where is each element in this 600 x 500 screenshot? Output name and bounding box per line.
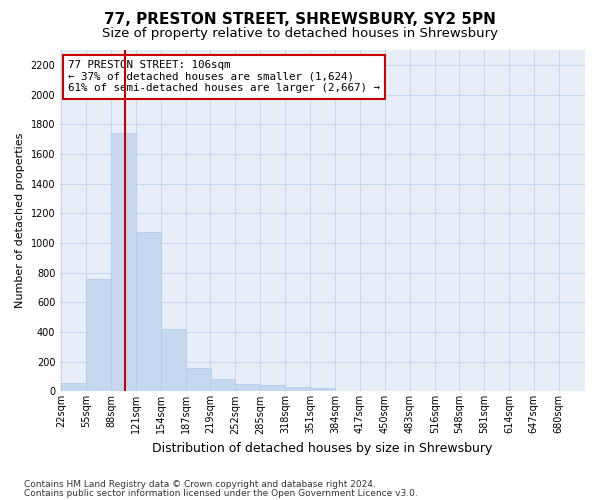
Bar <box>235 384 260 392</box>
Text: Contains HM Land Registry data © Crown copyright and database right 2024.: Contains HM Land Registry data © Crown c… <box>24 480 376 489</box>
Bar <box>186 368 211 392</box>
Text: 77, PRESTON STREET, SHREWSBURY, SY2 5PN: 77, PRESTON STREET, SHREWSBURY, SY2 5PN <box>104 12 496 28</box>
Text: Contains public sector information licensed under the Open Government Licence v3: Contains public sector information licen… <box>24 490 418 498</box>
Bar <box>285 387 310 392</box>
Text: Size of property relative to detached houses in Shrewsbury: Size of property relative to detached ho… <box>102 28 498 40</box>
Y-axis label: Number of detached properties: Number of detached properties <box>15 133 25 308</box>
Bar <box>260 384 285 392</box>
Bar <box>136 232 161 392</box>
Text: 77 PRESTON STREET: 106sqm
← 37% of detached houses are smaller (1,624)
61% of se: 77 PRESTON STREET: 106sqm ← 37% of detac… <box>68 60 380 94</box>
X-axis label: Distribution of detached houses by size in Shrewsbury: Distribution of detached houses by size … <box>152 442 493 455</box>
Bar <box>61 383 86 392</box>
Bar <box>112 133 136 392</box>
Bar <box>211 379 235 392</box>
Bar <box>310 388 335 392</box>
Bar <box>86 278 112 392</box>
Bar <box>161 329 186 392</box>
